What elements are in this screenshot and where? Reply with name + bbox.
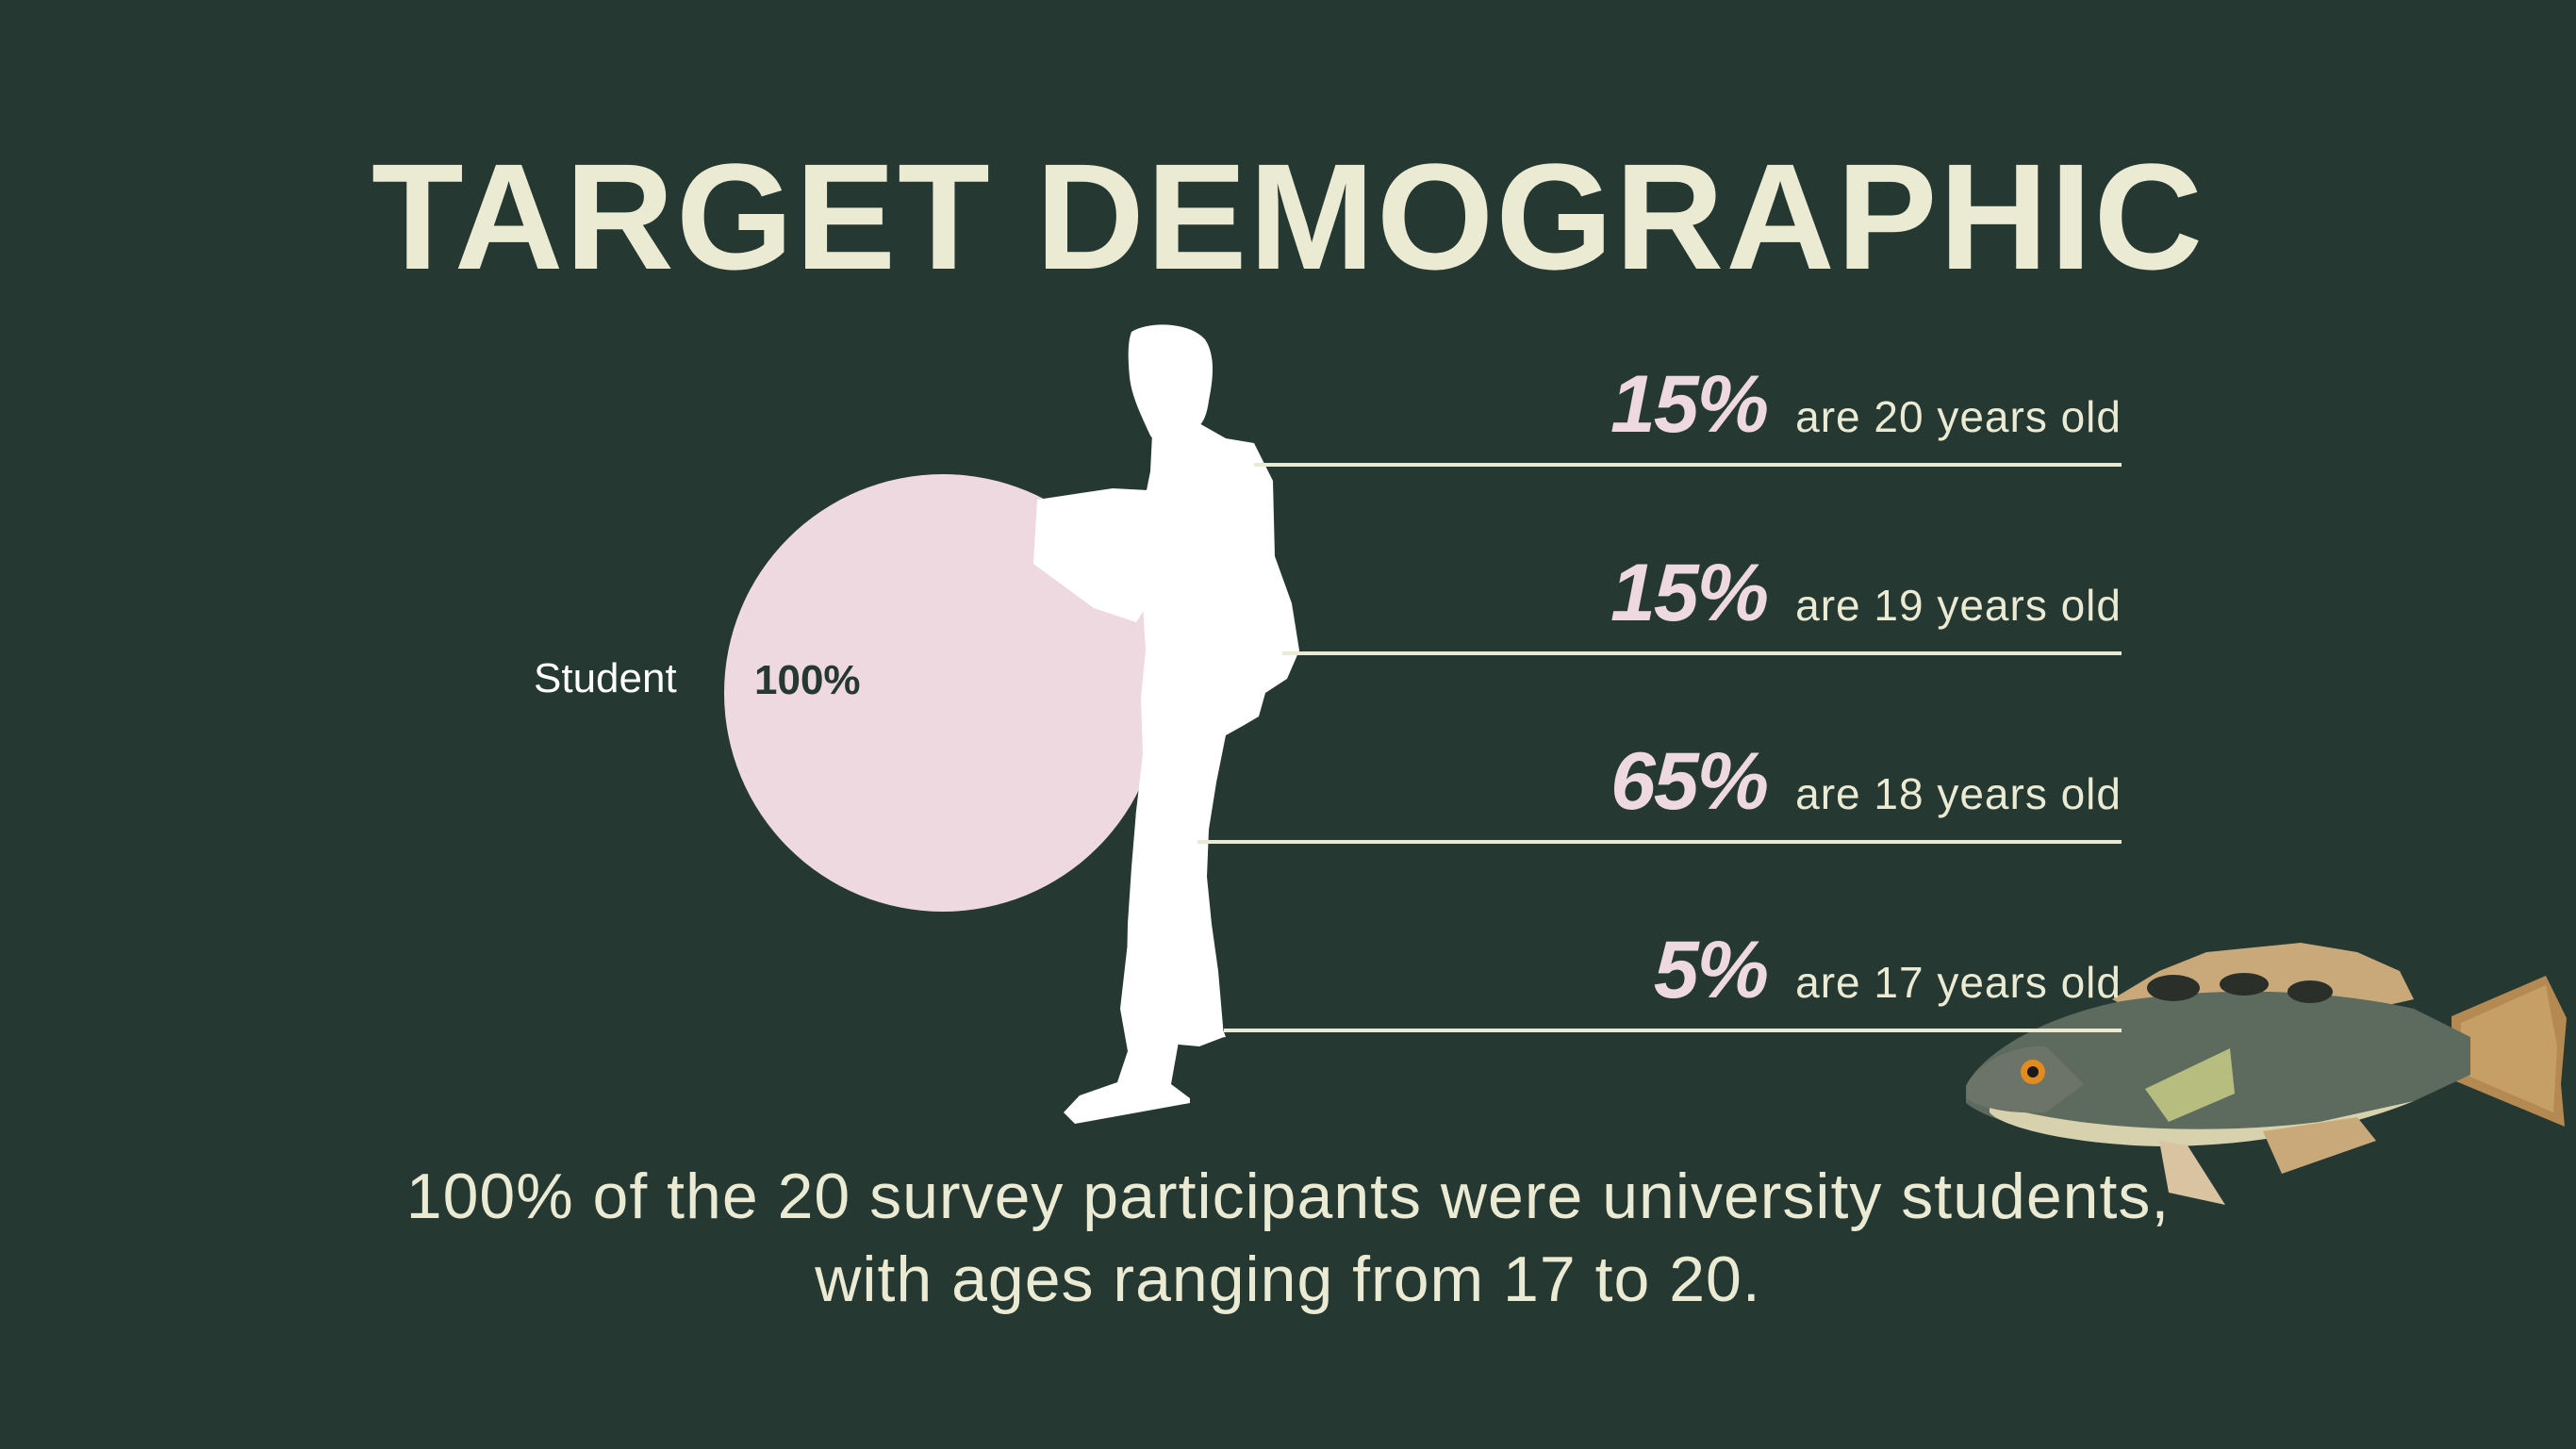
age-stat-label: are 17 years old: [1795, 958, 2122, 1007]
pie-slice-student: [724, 474, 1162, 912]
age-stat-percent: 15%: [1610, 548, 1769, 638]
divider-line: [1224, 1029, 2122, 1032]
age-stat-20: 15% are 20 years old: [1610, 358, 2122, 452]
pie-value-label: 100%: [754, 657, 861, 703]
age-stat-percent: 15%: [1610, 359, 1769, 450]
page-title: TARGET DEMOGRAPHIC: [371, 132, 2205, 301]
age-stat-label: are 18 years old: [1795, 769, 2122, 818]
age-stat-18: 65% are 18 years old: [1610, 735, 2122, 829]
age-stat-percent: 65%: [1610, 736, 1769, 827]
student-silhouette-icon: [1033, 324, 1299, 1124]
age-stat-percent: 5%: [1653, 925, 1769, 1015]
divider-line: [1254, 463, 2122, 467]
pie-category-label: Student: [534, 655, 677, 701]
age-stat-label: are 20 years old: [1795, 392, 2122, 441]
caption-line-2: with ages ranging from 17 to 20.: [815, 1243, 1761, 1315]
divider-line: [1197, 840, 2122, 844]
caption-line-1: 100% of the 20 survey participants were …: [405, 1161, 2171, 1232]
age-stat-17: 5% are 17 years old: [1654, 924, 2122, 1017]
caption: 100% of the 20 survey participants were …: [0, 1155, 2576, 1321]
age-stat-19: 15% are 19 years old: [1610, 547, 2122, 640]
fish-illustration: [1966, 943, 2567, 1205]
divider-line: [1282, 651, 2122, 655]
age-stat-label: are 19 years old: [1795, 581, 2122, 630]
